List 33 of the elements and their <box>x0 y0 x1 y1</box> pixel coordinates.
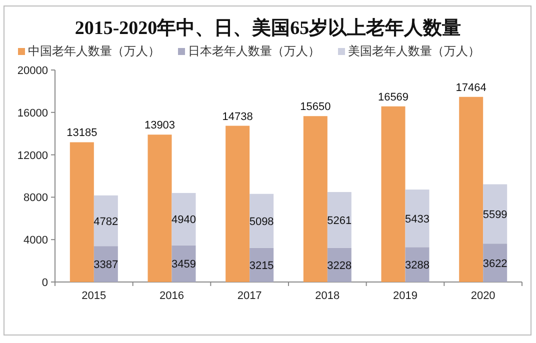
data-label: 3459 <box>172 258 196 271</box>
data-label: 13185 <box>66 127 98 140</box>
data-label: 3622 <box>482 258 508 270</box>
data-label: 3228 <box>327 260 352 272</box>
x-tick-label: 2020 <box>470 290 496 302</box>
data-label: 3215 <box>249 260 274 272</box>
data-label: 3288 <box>405 260 430 272</box>
x-tick-label: 2019 <box>393 290 418 302</box>
legend-label: 日本老年人数量（万人） <box>188 44 320 58</box>
data-label: 5433 <box>405 213 430 226</box>
chart-title: 2015-2020年中、日、美国65岁以上老年人数量 <box>74 17 462 39</box>
y-tick-label: 12000 <box>17 150 48 162</box>
y-tick-label: 0 <box>42 277 48 289</box>
data-label: 13903 <box>144 120 176 132</box>
x-tick-label: 2017 <box>237 290 262 302</box>
x-tick-label: 2016 <box>160 290 184 302</box>
data-label: 5599 <box>482 208 508 221</box>
y-tick-label: 4000 <box>24 234 48 247</box>
data-label: 16569 <box>378 91 409 104</box>
data-label: 15650 <box>300 101 331 114</box>
data-label: 5261 <box>327 214 352 227</box>
data-label: 4940 <box>172 214 196 226</box>
legend-label: 美国老年人数量（万人） <box>348 44 480 58</box>
x-tick-label: 2015 <box>82 290 106 302</box>
data-label: 5098 <box>249 216 274 228</box>
y-tick-label: 20000 <box>17 65 48 77</box>
x-tick-label: 2018 <box>315 290 340 302</box>
data-label: 14738 <box>222 110 253 123</box>
y-tick-label: 16000 <box>17 107 48 120</box>
y-tick-label: 8000 <box>24 192 48 204</box>
data-label: 17464 <box>456 82 486 94</box>
data-label: 4782 <box>94 216 118 228</box>
data-label: 3387 <box>94 259 118 272</box>
